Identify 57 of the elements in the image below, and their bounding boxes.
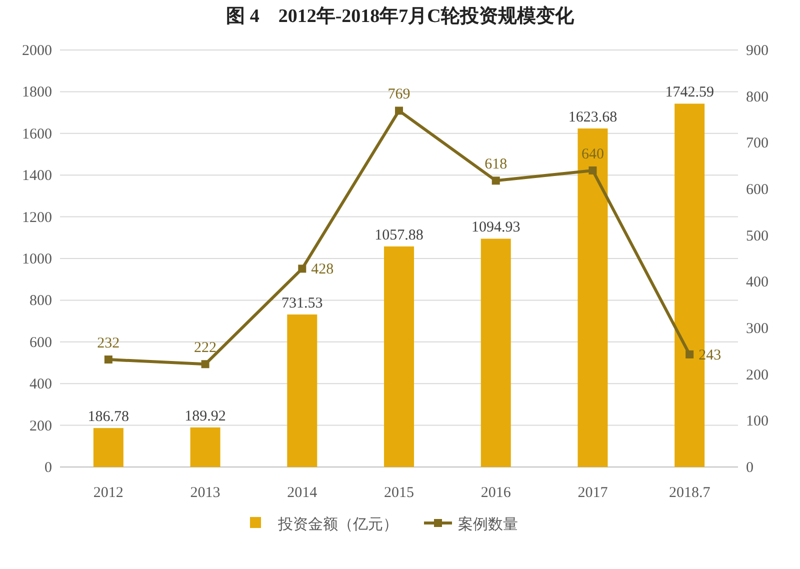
y2-tick-label: 300 xyxy=(746,321,768,337)
y-tick-label: 1800 xyxy=(22,84,52,101)
y-tick-label: 1200 xyxy=(22,210,52,226)
data-label: 640 xyxy=(581,146,604,162)
y-tick-label: 600 xyxy=(30,334,52,351)
y2-tick-label: 100 xyxy=(746,414,768,430)
data-label: 189.92 xyxy=(184,408,226,424)
y-tick-label: 2000 xyxy=(22,43,52,59)
bar xyxy=(480,238,511,467)
y2-tick-label: 900 xyxy=(746,43,768,59)
point xyxy=(298,264,306,273)
data-label: 769 xyxy=(388,86,410,103)
y2-tick-label: 200 xyxy=(746,367,768,384)
y-tick-label: 1600 xyxy=(22,126,52,142)
data-label: 222 xyxy=(194,340,217,356)
bar xyxy=(190,427,220,467)
x-tick-label: 2018.7 xyxy=(668,485,711,501)
point xyxy=(395,106,403,115)
data-label: 618 xyxy=(484,156,508,173)
point xyxy=(201,360,210,368)
y2-tick-label: 600 xyxy=(746,182,768,198)
y-tick-label: 0 xyxy=(44,460,52,476)
data-label: 1742.59 xyxy=(665,84,714,101)
data-label: 1623.68 xyxy=(568,109,618,126)
y-tick-label: 400 xyxy=(30,376,52,393)
point xyxy=(686,350,694,358)
y-tick-label: 200 xyxy=(30,418,52,434)
y2-tick-label: 700 xyxy=(746,136,768,152)
data-label: 1094.93 xyxy=(471,220,520,236)
chart-title: 图 4 2012年-2018年7月C轮投资规模变化 xyxy=(226,5,575,27)
legend-label: 投资金额（亿元） xyxy=(277,516,398,533)
data-label: 1057.88 xyxy=(374,227,424,244)
y2-tick-label: 800 xyxy=(746,89,768,106)
x-tick-label: 2017 xyxy=(578,485,608,501)
y2-tick-label: 400 xyxy=(746,274,768,291)
y-tick-label: 1000 xyxy=(22,252,52,268)
bar xyxy=(93,428,124,467)
x-tick-label: 2013 xyxy=(190,485,220,501)
bar xyxy=(384,246,414,467)
data-label: 428 xyxy=(311,262,334,278)
y2-tick-label: 500 xyxy=(746,228,768,244)
point xyxy=(104,356,112,364)
point xyxy=(492,176,500,185)
data-label: 232 xyxy=(97,336,120,352)
bar xyxy=(287,314,318,467)
y-tick-label: 800 xyxy=(30,293,52,310)
x-tick-label: 2014 xyxy=(287,485,318,501)
data-label: 186.78 xyxy=(88,409,130,426)
data-label: 731.53 xyxy=(282,295,323,312)
bar xyxy=(578,128,608,467)
y2-tick-label: 0 xyxy=(746,460,754,476)
legend-label: 案例数量 xyxy=(458,516,518,533)
x-tick-label: 2012 xyxy=(93,485,124,501)
y-tick-label: 1400 xyxy=(22,168,52,184)
x-tick-label: 2016 xyxy=(480,485,512,501)
point xyxy=(588,166,597,174)
x-tick-label: 2015 xyxy=(384,485,414,501)
